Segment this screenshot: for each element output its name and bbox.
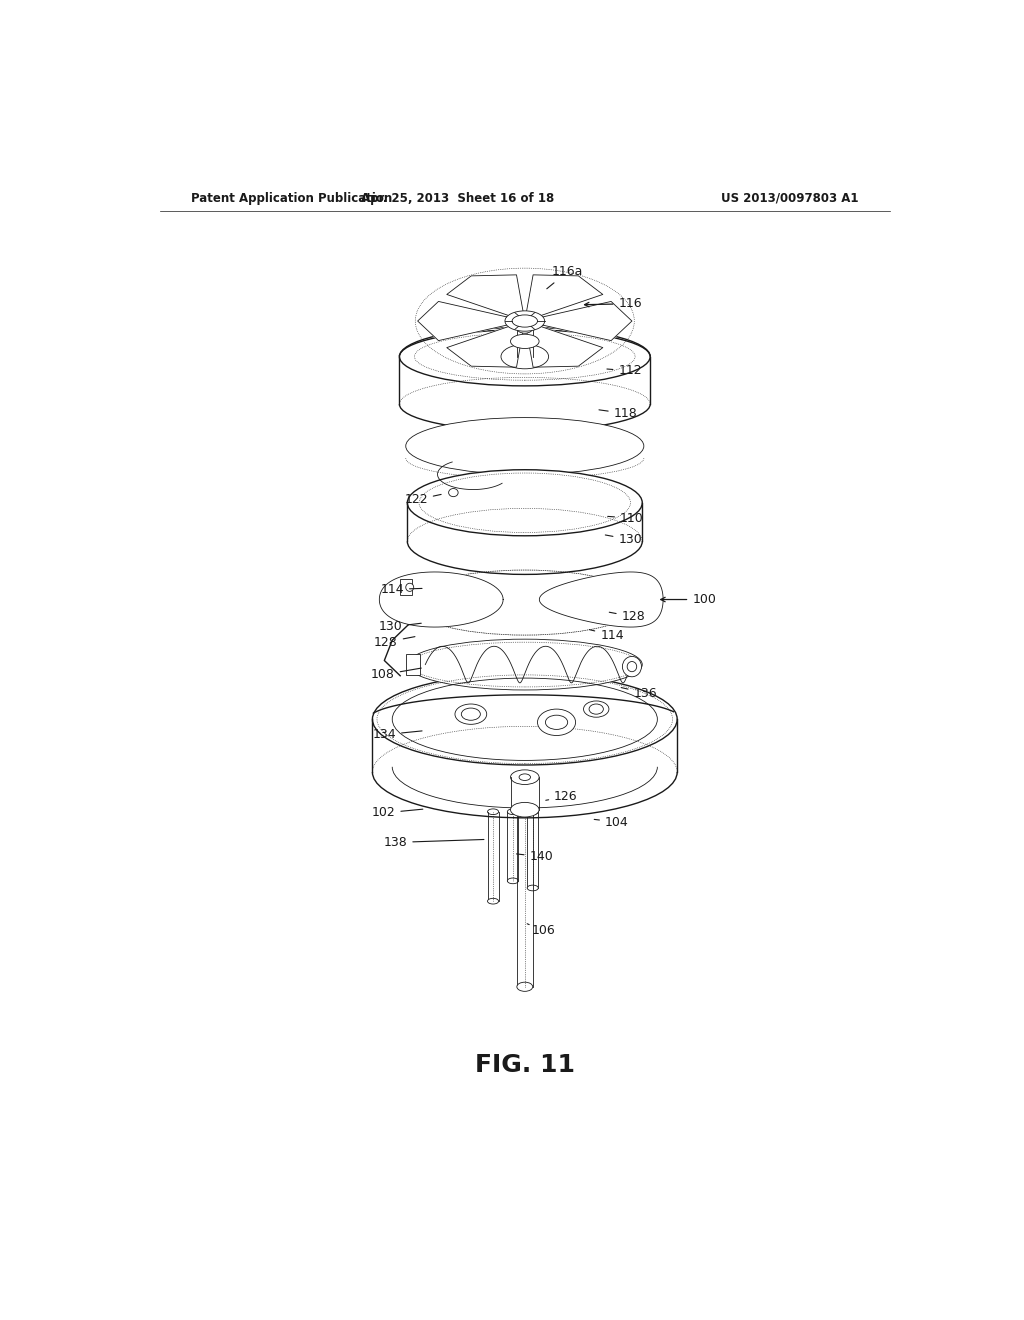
- Ellipse shape: [584, 701, 609, 717]
- Ellipse shape: [507, 809, 518, 814]
- Ellipse shape: [512, 315, 538, 327]
- Polygon shape: [526, 275, 603, 315]
- Text: 114: 114: [590, 628, 624, 642]
- Bar: [406, 655, 420, 675]
- Polygon shape: [418, 301, 507, 341]
- Text: 140: 140: [516, 850, 553, 863]
- Bar: [400, 579, 412, 595]
- Ellipse shape: [517, 807, 532, 816]
- Text: 134: 134: [373, 729, 422, 742]
- Ellipse shape: [461, 708, 480, 721]
- Ellipse shape: [507, 878, 518, 883]
- Ellipse shape: [406, 583, 414, 591]
- Ellipse shape: [373, 673, 677, 766]
- Polygon shape: [379, 572, 503, 627]
- Text: Patent Application Publication: Patent Application Publication: [191, 191, 393, 205]
- Ellipse shape: [517, 982, 532, 991]
- Text: 128: 128: [609, 610, 645, 623]
- Ellipse shape: [519, 774, 530, 780]
- Ellipse shape: [399, 327, 650, 385]
- Ellipse shape: [455, 704, 486, 725]
- Ellipse shape: [623, 656, 641, 677]
- Ellipse shape: [546, 715, 567, 730]
- Text: 126: 126: [546, 791, 578, 803]
- Text: 136: 136: [622, 686, 657, 700]
- Text: US 2013/0097803 A1: US 2013/0097803 A1: [721, 191, 858, 205]
- Ellipse shape: [517, 323, 532, 333]
- Text: 100: 100: [660, 593, 716, 606]
- Ellipse shape: [511, 803, 539, 817]
- Polygon shape: [446, 326, 523, 367]
- Text: 116: 116: [585, 297, 642, 310]
- Ellipse shape: [487, 809, 499, 814]
- Ellipse shape: [505, 312, 545, 331]
- Text: 114: 114: [380, 583, 422, 595]
- Text: 108: 108: [371, 668, 421, 681]
- Polygon shape: [540, 572, 664, 627]
- Polygon shape: [543, 301, 632, 341]
- Ellipse shape: [449, 488, 458, 496]
- Ellipse shape: [406, 417, 644, 474]
- Text: FIG. 11: FIG. 11: [475, 1053, 574, 1077]
- Text: 130: 130: [379, 620, 421, 634]
- Text: 116a: 116a: [547, 265, 583, 289]
- Ellipse shape: [487, 899, 499, 904]
- Ellipse shape: [538, 709, 575, 735]
- Ellipse shape: [527, 809, 539, 814]
- Text: 118: 118: [599, 407, 637, 420]
- Ellipse shape: [408, 639, 642, 690]
- Text: 110: 110: [607, 512, 644, 525]
- Ellipse shape: [511, 770, 539, 784]
- Ellipse shape: [627, 661, 637, 672]
- Ellipse shape: [408, 470, 642, 536]
- Ellipse shape: [511, 334, 539, 348]
- Ellipse shape: [527, 886, 539, 891]
- Text: 138: 138: [384, 836, 484, 849]
- Text: 102: 102: [372, 807, 423, 820]
- Text: 122: 122: [404, 494, 441, 507]
- Text: 112: 112: [607, 364, 642, 378]
- Ellipse shape: [501, 345, 549, 368]
- Text: Apr. 25, 2013  Sheet 16 of 18: Apr. 25, 2013 Sheet 16 of 18: [360, 191, 554, 205]
- Text: 130: 130: [605, 533, 642, 546]
- Text: 128: 128: [374, 636, 415, 648]
- Polygon shape: [526, 326, 603, 367]
- Ellipse shape: [589, 704, 603, 714]
- Polygon shape: [446, 275, 523, 315]
- Text: 106: 106: [527, 924, 556, 937]
- Text: 104: 104: [594, 816, 629, 829]
